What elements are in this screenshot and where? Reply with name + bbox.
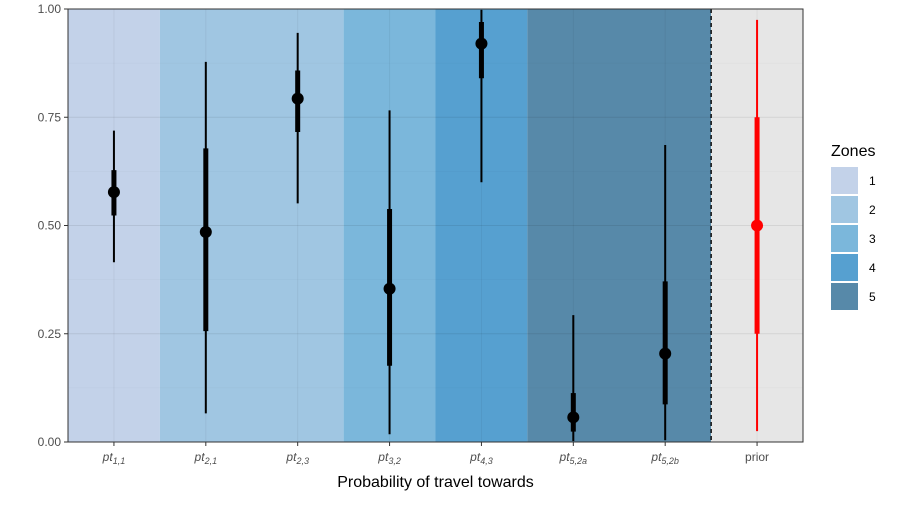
zone-5-background bbox=[527, 9, 712, 442]
y-tick-label: 1.00 bbox=[38, 2, 62, 16]
x-tick-label: pt2,3 bbox=[285, 450, 309, 466]
legend-label: 5 bbox=[869, 290, 876, 304]
legend-swatch bbox=[831, 254, 858, 281]
y-tick-label: 0.75 bbox=[38, 110, 62, 124]
legend-label: 3 bbox=[869, 232, 876, 246]
y-tick-label: 0.50 bbox=[38, 219, 62, 233]
legend-swatch bbox=[831, 225, 858, 252]
median-point bbox=[751, 219, 764, 232]
median-point bbox=[475, 37, 488, 50]
legend-swatch bbox=[831, 196, 858, 223]
legend-label: 2 bbox=[869, 203, 876, 217]
legend-label: 1 bbox=[869, 174, 876, 188]
median-point bbox=[291, 92, 304, 105]
zone-2-background bbox=[159, 9, 344, 442]
legend-swatch bbox=[831, 167, 858, 194]
x-tick-label: pt3,2 bbox=[377, 450, 401, 466]
interval-marks bbox=[107, 9, 764, 442]
median-point bbox=[107, 186, 120, 199]
median-point bbox=[383, 282, 396, 295]
y-tick-label: 0.00 bbox=[38, 435, 62, 449]
legend-label: 4 bbox=[869, 261, 876, 275]
x-tick-label: pt1,1 bbox=[102, 450, 126, 466]
y-axis: 0.00 0.25 0.50 0.75 1.00 bbox=[38, 2, 68, 449]
x-tick-label: pt5,2a bbox=[559, 450, 588, 466]
legend-title: Zones bbox=[831, 143, 875, 160]
x-tick-label: pt2,1 bbox=[194, 450, 218, 466]
median-point bbox=[659, 347, 672, 360]
y-tick-label: 0.25 bbox=[38, 327, 62, 341]
legend: Zones 1 2 3 4 5 bbox=[831, 143, 876, 310]
x-tick-label: prior bbox=[745, 450, 769, 464]
x-axis-title: Probability of travel towards bbox=[337, 474, 534, 491]
legend-swatch bbox=[831, 283, 858, 310]
median-point bbox=[199, 225, 212, 238]
x-tick-label: pt5,2b bbox=[650, 450, 679, 466]
median-point bbox=[567, 411, 580, 424]
x-axis: pt1,1 pt2,1 pt2,3 pt3,2 pt4,3 pt5,2a pt5,2b pri… bbox=[102, 442, 769, 466]
x-tick-label: pt4,3 bbox=[469, 450, 493, 466]
